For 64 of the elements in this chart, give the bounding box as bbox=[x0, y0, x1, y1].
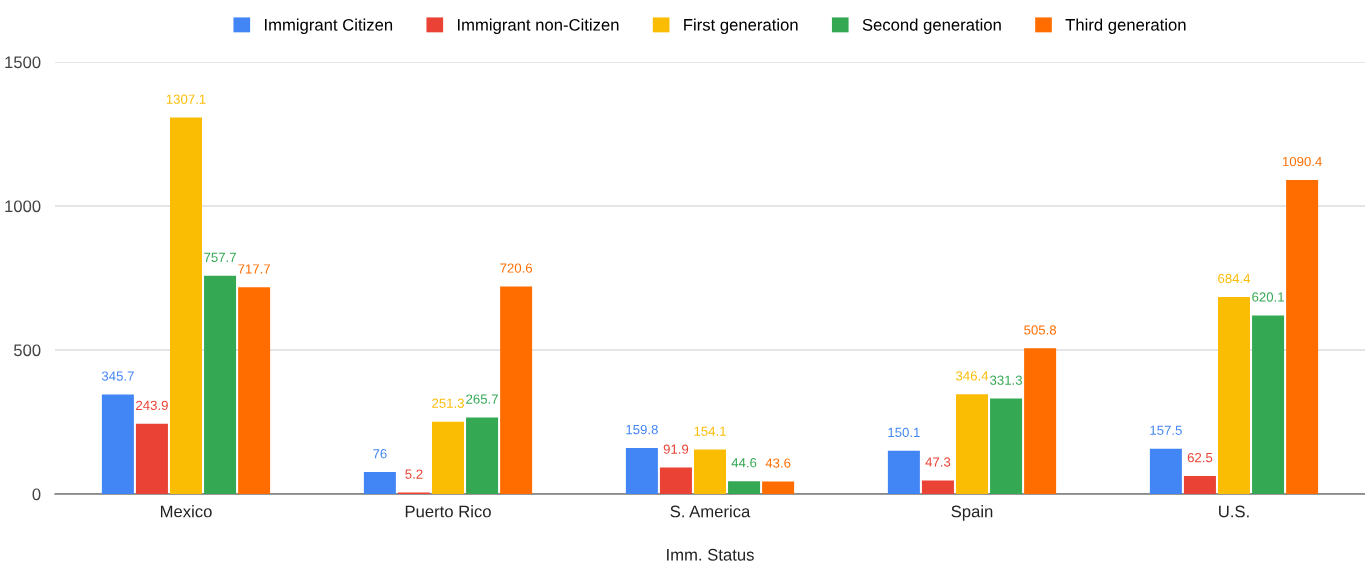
bar bbox=[693, 449, 727, 494]
data-label: 620.1 bbox=[1252, 292, 1284, 302]
y-tick-label: 1000 bbox=[5, 200, 41, 213]
data-label: 91.9 bbox=[663, 444, 689, 454]
data-label: 717.7 bbox=[238, 264, 270, 274]
bar bbox=[728, 481, 761, 494]
bar bbox=[101, 394, 134, 494]
y-tick-label: 1500 bbox=[5, 56, 41, 69]
x-tick-label: Puerto Rico bbox=[405, 505, 491, 518]
data-label: 62.5 bbox=[1187, 452, 1213, 463]
bar bbox=[204, 275, 237, 494]
x-tick-label: Mexico bbox=[160, 505, 212, 518]
data-label: 1307.1 bbox=[166, 94, 206, 104]
bar bbox=[762, 481, 795, 494]
legend-label: Second generation bbox=[862, 18, 1001, 35]
x-tick-label: U.S. bbox=[1219, 505, 1249, 518]
bar bbox=[1024, 348, 1057, 494]
bar bbox=[169, 117, 203, 494]
data-label: 44.6 bbox=[731, 458, 757, 468]
y-tick-label: 0 bbox=[32, 488, 41, 501]
data-label: 346.4 bbox=[956, 371, 989, 381]
data-label: 345.7 bbox=[101, 371, 134, 381]
x-axis-title: Imm. Status bbox=[667, 548, 754, 561]
bar bbox=[1149, 448, 1182, 494]
bar bbox=[659, 467, 692, 494]
bar bbox=[921, 480, 954, 494]
bar bbox=[1217, 296, 1251, 494]
bar bbox=[238, 287, 271, 494]
data-label: 684.4 bbox=[1218, 273, 1251, 284]
data-label: 331.3 bbox=[990, 375, 1022, 385]
bar bbox=[625, 447, 658, 494]
bar bbox=[955, 394, 989, 494]
data-label: 43.6 bbox=[765, 458, 791, 468]
data-label: 243.9 bbox=[136, 400, 168, 411]
x-tick-label: Spain bbox=[951, 505, 993, 521]
data-label: 265.7 bbox=[466, 394, 498, 404]
bar bbox=[363, 472, 396, 494]
bar bbox=[431, 421, 465, 494]
bar bbox=[1252, 315, 1285, 494]
data-label: 150.1 bbox=[888, 427, 920, 438]
data-label: 505.8 bbox=[1024, 325, 1057, 335]
data-label: 1090.4 bbox=[1282, 156, 1322, 167]
bar bbox=[135, 423, 168, 494]
legend-label: Immigrant Citizen bbox=[265, 18, 393, 35]
data-label: 157.5 bbox=[1150, 425, 1182, 435]
data-label: 47.3 bbox=[925, 457, 951, 467]
data-label: 76 bbox=[373, 449, 387, 459]
legend-label: Immigrant non-Citizen bbox=[458, 18, 619, 35]
bar bbox=[990, 398, 1023, 494]
legend-label: First generation bbox=[684, 18, 798, 35]
bar bbox=[887, 450, 920, 494]
data-label: 720.6 bbox=[500, 263, 533, 273]
data-label: 757.7 bbox=[204, 252, 236, 263]
data-label: 154.1 bbox=[694, 426, 726, 436]
data-label: 159.8 bbox=[626, 424, 658, 435]
legend-label: Third generation bbox=[1065, 18, 1186, 35]
bar bbox=[1183, 476, 1216, 494]
bar bbox=[500, 286, 533, 494]
x-tick-label: S. America bbox=[670, 505, 751, 518]
data-label: 5.2 bbox=[405, 469, 423, 479]
y-tick-label: 500 bbox=[13, 344, 41, 357]
data-label: 251.3 bbox=[432, 398, 464, 408]
bar bbox=[1286, 179, 1319, 494]
bar bbox=[466, 417, 499, 494]
